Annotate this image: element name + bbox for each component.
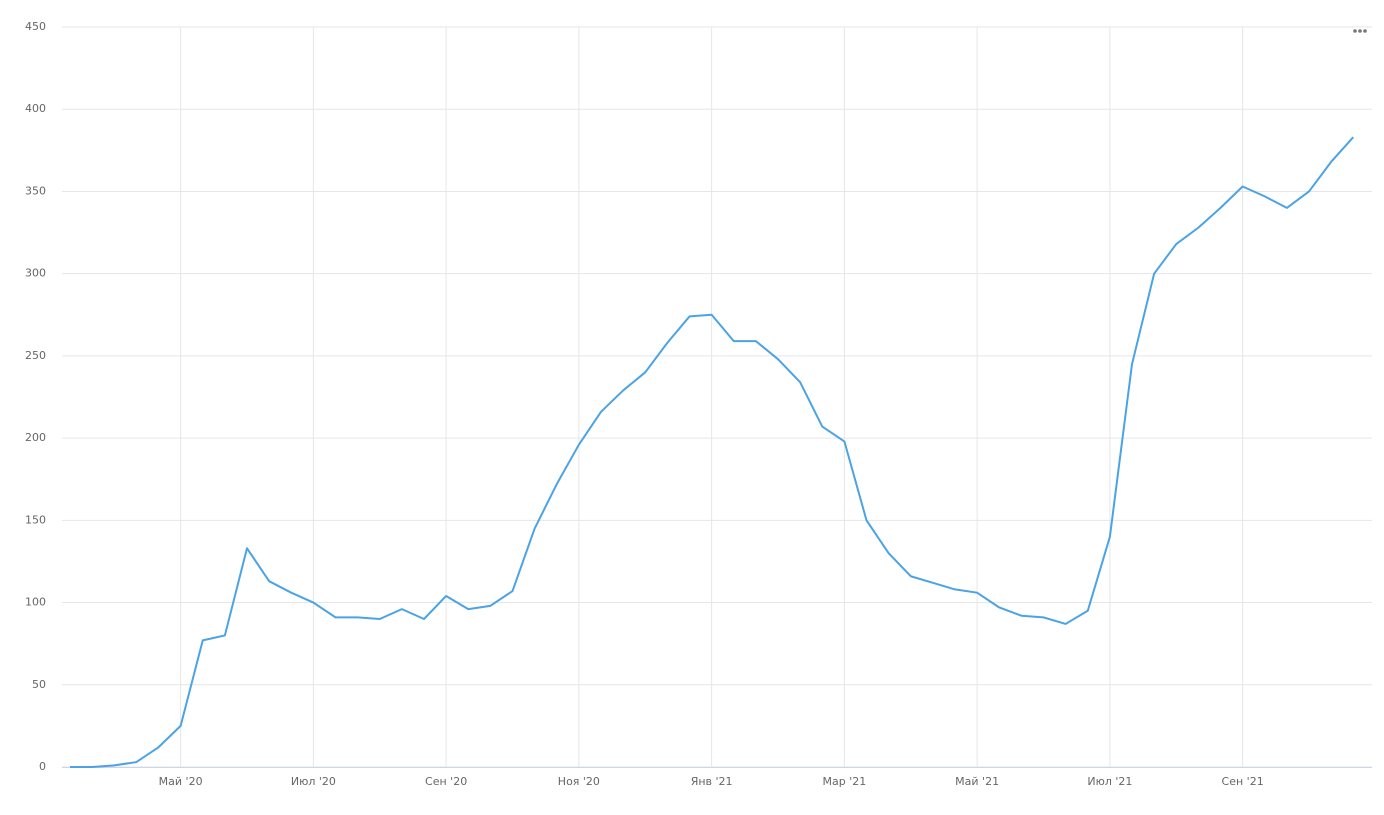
y-tick-label: 200 <box>25 431 46 444</box>
line <box>70 136 1354 768</box>
x-tick-label: Сен '20 <box>425 775 467 788</box>
y-tick-label: 50 <box>32 678 46 691</box>
y-tick-label: 400 <box>25 102 46 115</box>
x-tick-label: Сен '21 <box>1222 775 1264 788</box>
x-tick-label: Июл '20 <box>291 775 336 788</box>
y-tick-label: 450 <box>25 20 46 33</box>
y-tick-label: 250 <box>25 349 46 362</box>
x-tick-label: Май '20 <box>159 775 203 788</box>
y-tick-label: 300 <box>25 267 46 280</box>
menu-dot <box>1358 29 1362 33</box>
y-tick-label: 0 <box>39 760 46 773</box>
y-tick-label: 350 <box>25 184 46 197</box>
y-tick-label: 100 <box>25 596 46 609</box>
x-tick-label: Июл '21 <box>1087 775 1132 788</box>
menu-dot <box>1363 29 1367 33</box>
menu-dot <box>1353 29 1357 33</box>
x-tick-label: Ноя '20 <box>558 775 600 788</box>
x-tick-label: Май '21 <box>955 775 999 788</box>
y-tick-label: 150 <box>25 513 46 526</box>
menu-button[interactable] <box>1353 29 1367 33</box>
x-tick-label: Янв '21 <box>691 775 733 788</box>
x-tick-label: Мар '21 <box>823 775 867 788</box>
